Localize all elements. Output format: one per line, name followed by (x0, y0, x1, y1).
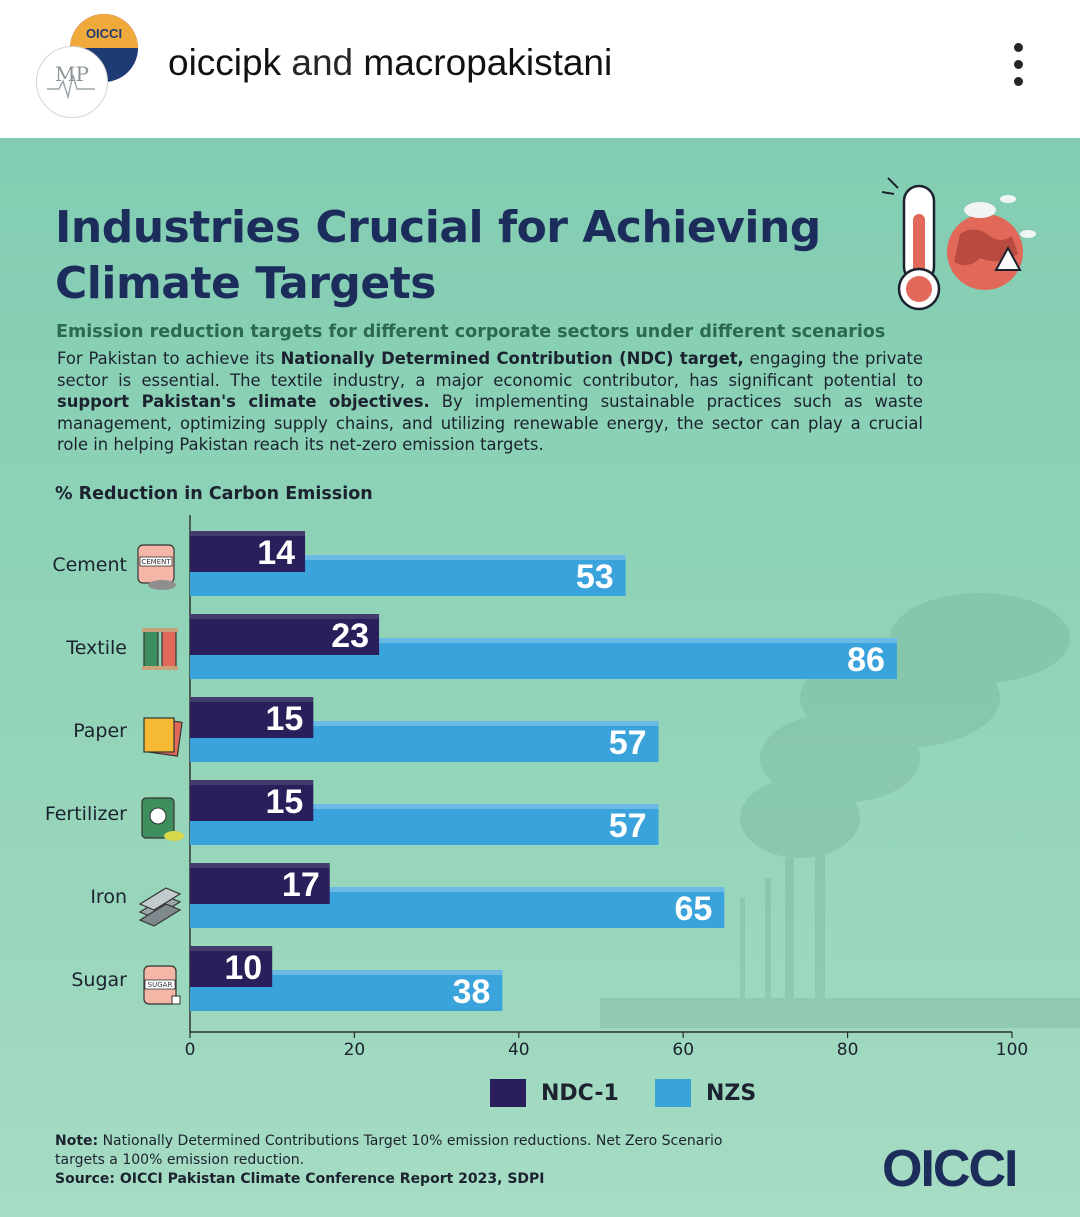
nzs-value-label: 57 (609, 807, 647, 845)
nzs-bar-highlight (190, 555, 626, 560)
nzs-value-label: 53 (576, 558, 614, 596)
ndc-value-label: 23 (331, 617, 369, 655)
oicci-logo: OICCI (882, 1140, 1018, 1192)
chart-axis-title: % Reduction in Carbon Emission (55, 484, 373, 504)
post-image: Industries Crucial for Achieving Climate… (0, 138, 1080, 1217)
handle-connector: and (291, 42, 354, 83)
ndc-bar-highlight (190, 531, 306, 536)
category-label: Fertilizer (45, 803, 127, 825)
category-label: Sugar (71, 969, 127, 991)
avatar-back-text: OICCI (85, 26, 123, 41)
category-label: Textile (65, 637, 127, 659)
nzs-value-label: 65 (674, 890, 712, 928)
bar-chart: % Reduction in Carbon Emission 0 20 40 60 80… (45, 484, 1028, 1058)
macropakistani-avatar[interactable]: MP (36, 46, 108, 118)
x-tick-label: 80 (837, 1040, 859, 1058)
nzs-value-label: 57 (609, 724, 647, 762)
ndc-value-label: 10 (224, 949, 262, 987)
x-tick-label: 60 (672, 1040, 694, 1058)
handle-macropakistani[interactable]: macropakistani (363, 42, 613, 83)
category-label: Paper (73, 720, 127, 742)
thread-spools-icon (142, 628, 178, 670)
iron-bars-icon (138, 887, 182, 927)
ndc-bar-highlight (190, 780, 314, 785)
cement-bag-icon: CEMENT (137, 544, 176, 590)
x-tick-label: 40 (508, 1040, 530, 1058)
ndc-bar-highlight (190, 697, 314, 702)
chart-note: Note: Nationally Determined Contribution… (55, 1133, 723, 1168)
legend-label: NZS (706, 1080, 757, 1106)
ndc-bar (190, 946, 273, 987)
legend-swatch (655, 1079, 691, 1107)
category-label: Cement (52, 554, 127, 576)
infographic-title: Industries Crucial for Achieving Climate… (55, 202, 821, 309)
ndc-bar (190, 863, 330, 904)
ndc-bar (190, 697, 314, 738)
ndc-bar (190, 614, 380, 655)
nzs-value-label: 86 (847, 641, 885, 679)
paper-sheets-icon (143, 717, 183, 757)
nzs-bar-highlight (190, 721, 659, 726)
ndc-bar (190, 780, 314, 821)
ndc-bar-highlight (190, 614, 380, 619)
thermometer-globe-icon (881, 177, 1036, 311)
legend-swatch (490, 1079, 526, 1107)
ndc-value-label: 15 (265, 783, 303, 821)
ndc-value-label: 17 (282, 866, 320, 904)
svg-text:SUGAR: SUGAR (148, 981, 173, 989)
legend-label: NDC-1 (541, 1080, 619, 1106)
fertilizer-bag-icon (141, 797, 184, 841)
ndc-bar-highlight (190, 946, 273, 951)
x-tick-label: 0 (185, 1040, 196, 1058)
ndc-bar (190, 531, 306, 572)
legend-item: NZS (655, 1079, 756, 1111)
category-label: Iron (90, 886, 127, 908)
account-handles: oiccipk and macropakistani (168, 42, 612, 84)
x-tick-label: 100 (996, 1040, 1028, 1058)
ndc-value-label: 15 (265, 700, 303, 738)
ndc-value-label: 14 (257, 534, 295, 572)
svg-text:CEMENT: CEMENT (141, 558, 171, 566)
x-tick-label: 20 (344, 1040, 366, 1058)
mp-logo-icon: MP (47, 62, 95, 100)
infographic-subtitle: Emission reduction targets for different… (56, 322, 886, 342)
chart-source: Source: OICCI Pakistan Climate Conferenc… (55, 1171, 545, 1187)
legend-item: NDC-1 (490, 1079, 619, 1111)
nzs-bar-highlight (190, 804, 659, 809)
post-header: OICCI MP oiccipk and macropakistani (0, 0, 1080, 138)
avatar-front-text: MP (55, 62, 89, 86)
avatar-ring (70, 14, 138, 48)
nzs-bar-highlight (190, 638, 897, 643)
nzs-bar-highlight (190, 887, 725, 892)
oicci-logo-text: OICCI (882, 1140, 1016, 1192)
handle-oiccipk[interactable]: oiccipk (168, 42, 282, 83)
kebab-menu-icon[interactable] (1005, 40, 1031, 94)
description-paragraph: For Pakistan to achieve its Nationally D… (57, 349, 923, 455)
ndc-bar-highlight (190, 863, 330, 868)
nzs-bar-highlight (190, 970, 503, 975)
sugar-bag-icon: SUGAR (143, 965, 181, 1005)
nzs-value-label: 38 (453, 973, 491, 1011)
